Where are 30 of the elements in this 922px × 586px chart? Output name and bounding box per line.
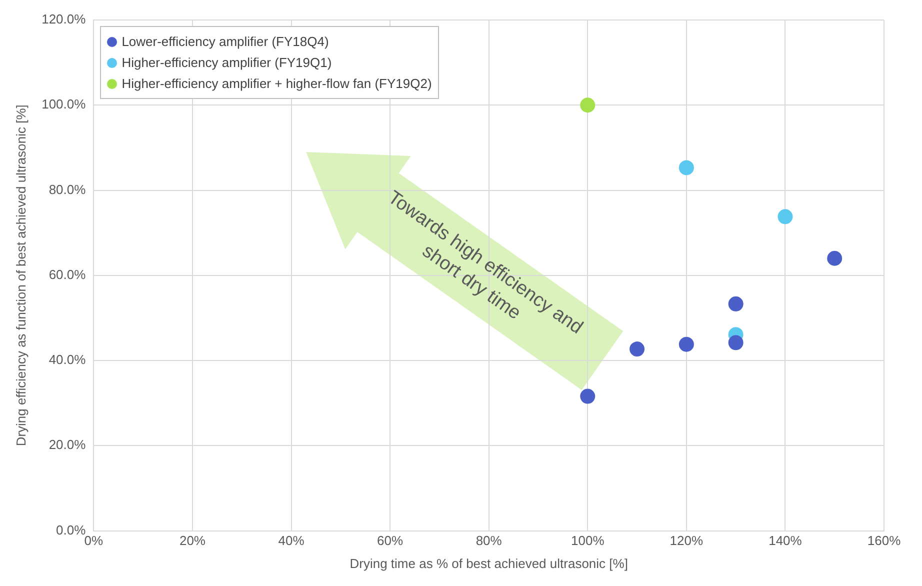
x-axis-title: Drying time as % of best achieved ultrasonic [%] [350,556,628,571]
y-tick-label: 40.0% [48,352,86,368]
legend-label: Higher-efficiency amplifier (FY19Q1) [120,54,333,72]
legend-label: Lower-efficiency amplifier (FY18Q4) [120,33,330,51]
point [580,388,596,404]
x-tick-label: 60% [377,533,404,548]
point [728,335,744,350]
x-tick-label: 120% [670,533,704,548]
y-tick-label: 0.0% [56,522,86,538]
x-tick-label: 40% [278,533,305,548]
point [678,336,694,352]
y-tick-label: 20.0% [48,437,86,452]
point [827,250,842,266]
point [630,342,645,357]
x-tick-label: 140% [768,533,802,548]
y-tick-label: 60.0% [48,266,86,282]
y-tick-label: 80.0% [48,182,86,197]
legend-label: Higher-efficiency amplifier + higher-flow fan (FY19Q2) [120,75,432,93]
x-tick-label: 20% [179,533,206,548]
point [580,98,596,113]
y-tick-label: 100.0% [42,96,86,112]
point [778,209,793,224]
x-tick-label: 0% [84,533,104,548]
x-tick-label: 160% [867,533,902,548]
point [728,296,744,312]
y-axis-title: Drying efficiency as function of best achieved ultrasonic [%] [13,104,28,446]
point [678,160,694,176]
x-tick-label: 100% [571,533,605,548]
x-tick-label: 80% [476,533,502,548]
y-tick-label: 120.0% [42,12,86,27]
